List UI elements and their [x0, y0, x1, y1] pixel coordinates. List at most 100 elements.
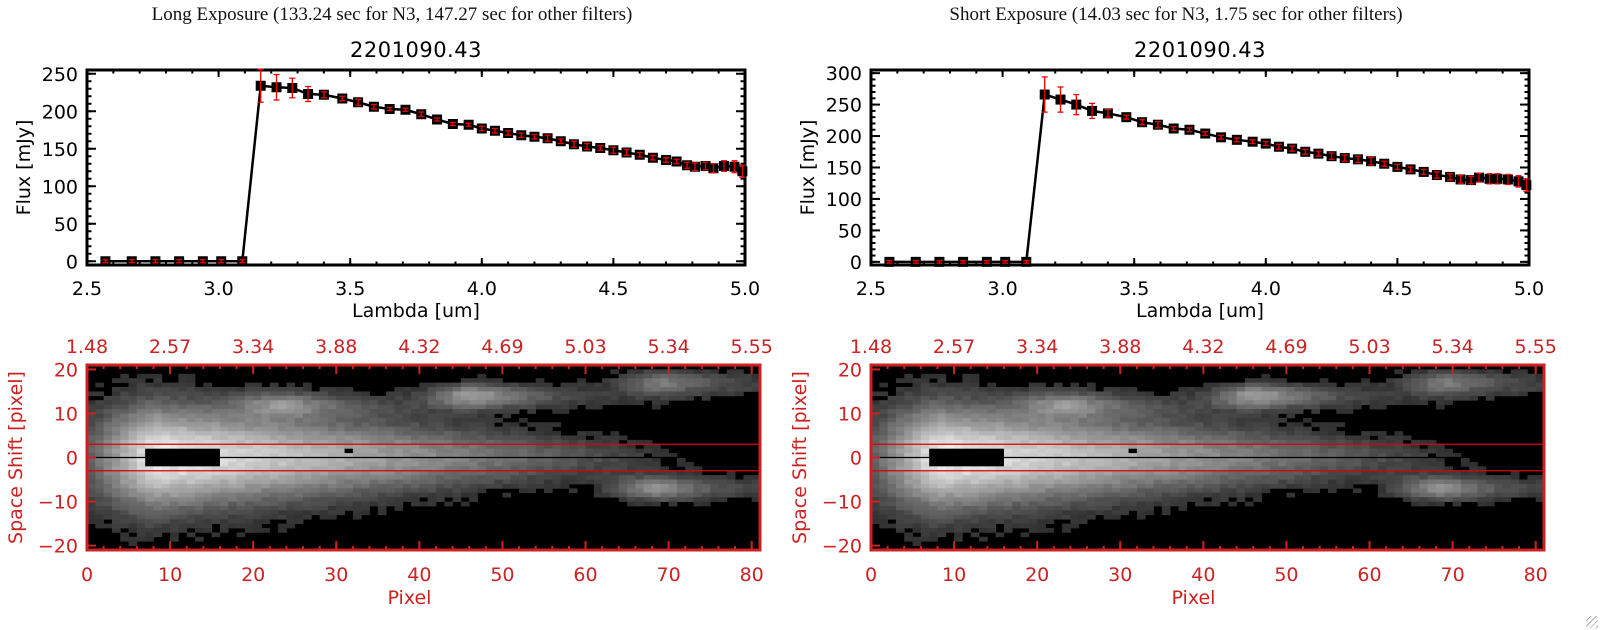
y-axis-label: Flux [mJy]: [797, 120, 819, 216]
error-bar: [1302, 148, 1309, 155]
y-tick-label: 150: [42, 139, 78, 161]
error-bar: [1041, 76, 1048, 113]
error-bar: [239, 259, 246, 264]
x-tick-label: 4.0: [467, 278, 497, 300]
x-axis-label: Pixel: [1172, 587, 1216, 609]
y-axis-label: Space Shift [pixel]: [5, 371, 27, 544]
error-bar: [1494, 173, 1501, 185]
resize-grip-icon[interactable]: [1586, 616, 1598, 628]
error-bar: [739, 164, 746, 178]
error-bar: [663, 157, 670, 163]
y-tick-label: 0: [66, 251, 78, 273]
x-tick-label: 4.5: [598, 278, 628, 300]
x-tick-label: 3.5: [1119, 278, 1149, 300]
error-bar: [731, 160, 738, 174]
x-tick-label: 2.5: [72, 278, 102, 300]
error-bar: [128, 259, 135, 264]
top-axis-label: 3.34: [1016, 336, 1058, 358]
y-tick-label: 50: [54, 214, 78, 236]
error-bar: [1447, 173, 1454, 181]
error-bar: [465, 122, 472, 127]
x-tick-label: 0: [865, 564, 877, 586]
x-tick-label: 0: [81, 564, 93, 586]
top-axis-label: 3.88: [315, 336, 357, 358]
error-bar: [1486, 173, 1493, 185]
x-tick-label: 3.0: [987, 278, 1017, 300]
error-bar: [1023, 259, 1030, 264]
x-tick-label: 20: [1025, 564, 1049, 586]
y-tick-label: 250: [42, 64, 78, 86]
error-bar: [355, 98, 362, 106]
error-bar: [1104, 108, 1111, 118]
error-bar: [1218, 134, 1225, 140]
error-bar: [257, 68, 264, 103]
error-bar: [557, 138, 564, 145]
error-bar: [102, 259, 109, 264]
error-bar: [1057, 86, 1064, 113]
x-tick-label: 2.5: [856, 278, 886, 300]
error-bar: [1002, 259, 1009, 264]
error-bar: [1354, 155, 1361, 164]
error-bar: [305, 85, 312, 103]
y-tick-label: 20: [54, 359, 78, 381]
error-bar: [710, 163, 717, 174]
error-bar: [1504, 173, 1511, 186]
x-tick-label: 60: [573, 564, 597, 586]
error-bar: [720, 160, 727, 172]
x-tick-label: 4.5: [1382, 278, 1412, 300]
y-tick-label: 20: [838, 359, 862, 381]
error-bar: [983, 259, 990, 264]
x-axis-label: Lambda [um]: [352, 300, 480, 322]
error-bar: [702, 161, 709, 171]
x-tick-label: 20: [241, 564, 265, 586]
error-bar: [673, 158, 680, 165]
error-bar: [434, 117, 441, 122]
x-tick-label: 5.0: [1514, 278, 1544, 300]
error-bar: [544, 134, 551, 142]
y-tick-label: 300: [826, 63, 862, 85]
x-axis-label: Lambda [um]: [1136, 300, 1264, 322]
error-bar: [1123, 114, 1130, 120]
top-axis-label: 4.32: [398, 336, 440, 358]
error-bar: [1475, 172, 1482, 183]
top-axis-label: 2.57: [933, 336, 975, 358]
x-tick-label: 10: [942, 564, 966, 586]
y-tick-label: −20: [822, 536, 862, 558]
error-bar: [1073, 93, 1080, 116]
error-bar: [152, 259, 159, 264]
error-bar: [518, 132, 525, 139]
error-bar: [273, 73, 280, 101]
error-bar: [289, 77, 296, 99]
y-tick-label: 150: [826, 158, 862, 180]
x-tick-label: 70: [657, 564, 681, 586]
error-bar: [1433, 171, 1440, 179]
long-exposure-panel: Long Exposure (133.24 sec for N3, 147.27…: [0, 0, 784, 630]
error-bar: [1170, 125, 1177, 132]
spectral-image-plot: 0 1.48 10 2.57 20 3.34 30 3.88 40 4.32 50 4.69 60 5.0…: [789, 336, 1557, 609]
saturated-region: [344, 448, 353, 454]
error-bar: [960, 259, 967, 264]
error-bar: [1381, 160, 1388, 167]
y-axis-label: Flux [mJy]: [13, 120, 35, 216]
error-bar: [649, 154, 656, 161]
error-bar: [402, 107, 409, 112]
top-axis-label: 3.88: [1099, 336, 1141, 358]
error-bar: [1523, 178, 1530, 193]
top-axis-label: 4.69: [481, 336, 523, 358]
y-tick-label: 0: [66, 448, 78, 470]
error-bar: [320, 91, 327, 99]
top-axis-label: 1.48: [850, 336, 892, 358]
y-tick-label: 100: [826, 189, 862, 211]
error-bar: [1089, 102, 1096, 120]
error-bar: [936, 259, 943, 264]
x-tick-label: 50: [1274, 564, 1298, 586]
x-tick-label: 60: [1357, 564, 1381, 586]
y-tick-label: 200: [42, 101, 78, 123]
error-bar: [1328, 152, 1335, 160]
x-tick-label: 4.0: [1251, 278, 1281, 300]
spectrum-plot: 2.5 3.0 3.5 4.0 4.5 5.0 0 50 100 150 200 250 300 Lamb…: [797, 63, 1544, 322]
spectrum-title: 2201090.43: [1134, 38, 1266, 62]
x-tick-label: 80: [1524, 564, 1548, 586]
x-tick-label: 3.0: [203, 278, 233, 300]
x-tick-label: 50: [490, 564, 514, 586]
